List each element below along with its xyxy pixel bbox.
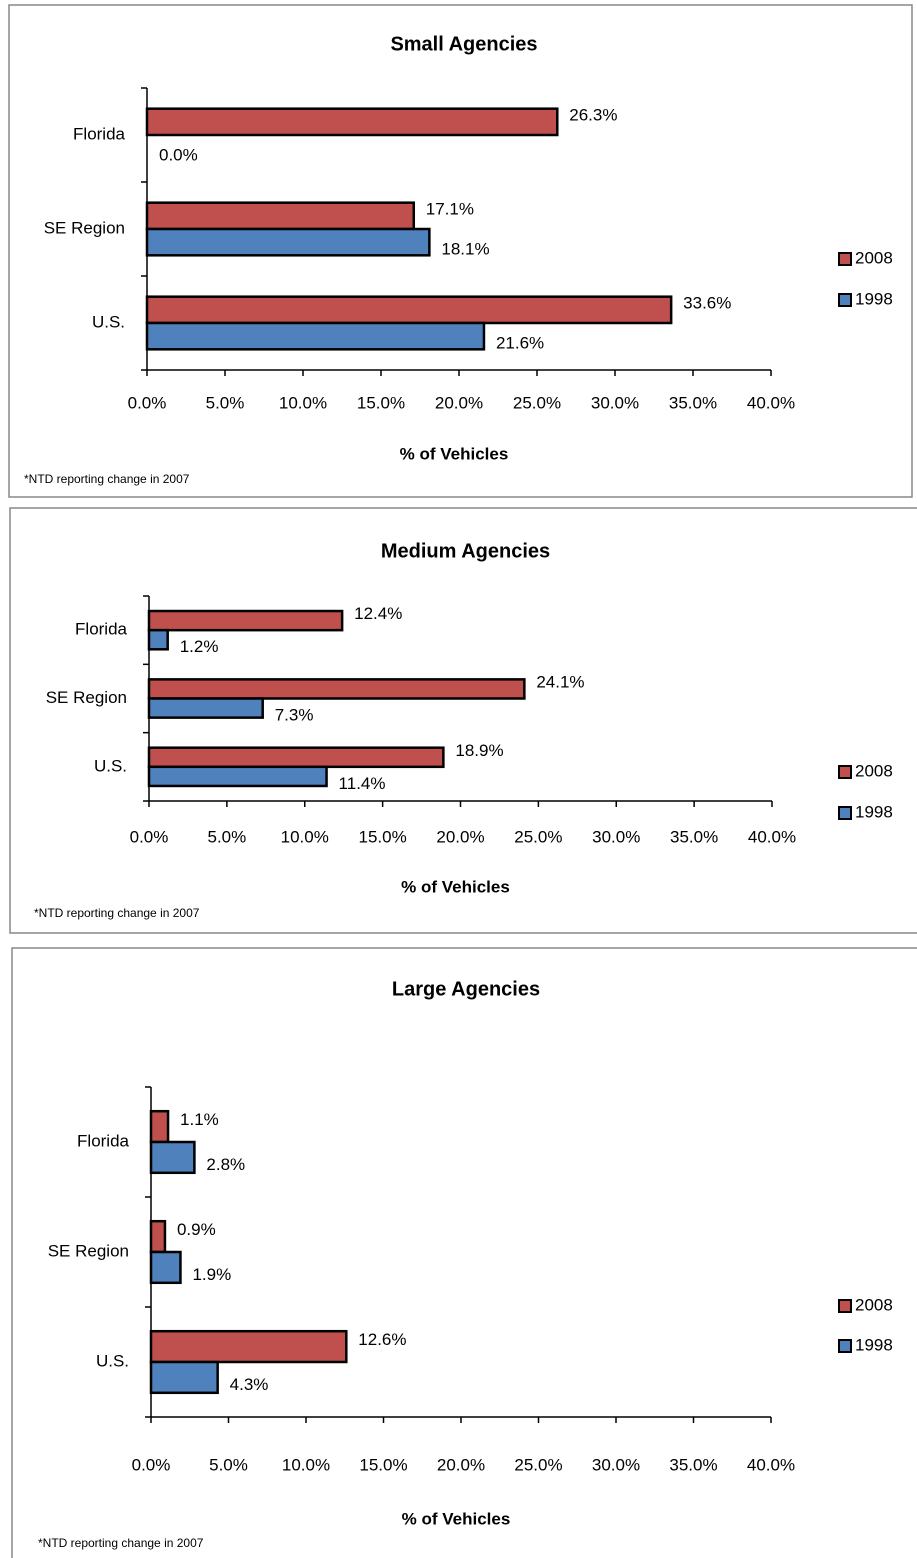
- bar: [149, 1109, 170, 1144]
- x-tick-label: 15.0%: [357, 393, 405, 412]
- data-label: 33.6%: [683, 293, 731, 312]
- y-tick-label: Florida: [73, 124, 126, 143]
- x-tick-label: 10.0%: [279, 393, 327, 412]
- legend-label: 2008: [855, 761, 893, 780]
- bar: [147, 609, 344, 632]
- footnote: *NTD reporting change in 2007: [24, 472, 190, 486]
- legend-swatch: [838, 293, 852, 307]
- x-tick-label: 5.0%: [209, 1455, 248, 1474]
- bar: [147, 678, 526, 700]
- data-label: 1.1%: [180, 1110, 219, 1129]
- x-axis-label: % of Vehicles: [401, 877, 510, 896]
- x-tick-label: 40.0%: [747, 1455, 795, 1474]
- data-label: 1.9%: [192, 1265, 231, 1284]
- legend-label: 1998: [855, 1335, 893, 1354]
- legend-swatch: [838, 765, 852, 779]
- legend-label: 2008: [855, 248, 893, 267]
- x-tick-label: 40.0%: [747, 393, 795, 412]
- data-label: 18.9%: [455, 741, 503, 760]
- x-axis-label: % of Vehicles: [400, 444, 509, 463]
- bar: [145, 201, 416, 231]
- x-tick-label: 15.0%: [359, 827, 407, 846]
- y-tick-label: SE Region: [46, 688, 127, 707]
- bar: [149, 1329, 348, 1364]
- data-label: 1.2%: [180, 637, 219, 656]
- bar: [147, 628, 169, 651]
- x-tick-label: 0.0%: [128, 393, 167, 412]
- bar: [145, 107, 559, 137]
- legend-label: 1998: [855, 289, 893, 308]
- data-label: 2.8%: [206, 1155, 245, 1174]
- legend-swatch: [838, 252, 852, 266]
- chart-frame: [8, 4, 913, 498]
- x-tick-label: 30.0%: [592, 827, 640, 846]
- x-tick-label: 25.0%: [514, 827, 562, 846]
- x-tick-label: 25.0%: [514, 1455, 562, 1474]
- x-tick-label: 5.0%: [206, 393, 245, 412]
- x-tick-label: 10.0%: [282, 1455, 330, 1474]
- y-tick-label: SE Region: [44, 218, 125, 237]
- legend-swatch: [838, 1339, 852, 1353]
- chart-frame: [11, 947, 917, 1558]
- data-label: 12.6%: [358, 1330, 406, 1349]
- x-tick-label: 20.0%: [436, 827, 484, 846]
- y-tick-label: U.S.: [92, 312, 125, 331]
- bar: [149, 1219, 167, 1254]
- y-tick-label: SE Region: [48, 1241, 129, 1260]
- x-tick-label: 15.0%: [359, 1455, 407, 1474]
- chart-title: Large Agencies: [392, 978, 540, 1000]
- bar: [147, 697, 264, 719]
- chart-frame: [9, 507, 917, 934]
- bar: [145, 321, 486, 351]
- x-tick-label: 10.0%: [281, 827, 329, 846]
- x-tick-label: 30.0%: [592, 1455, 640, 1474]
- bar: [147, 746, 445, 769]
- x-tick-label: 35.0%: [670, 827, 718, 846]
- legend-label: 2008: [855, 1295, 893, 1314]
- x-tick-label: 35.0%: [669, 393, 717, 412]
- chart-title: Medium Agencies: [381, 540, 550, 562]
- legend-swatch: [838, 806, 852, 820]
- data-label: 24.1%: [536, 672, 584, 691]
- bar: [149, 1250, 182, 1285]
- x-tick-label: 40.0%: [748, 827, 796, 846]
- x-tick-label: 0.0%: [132, 1455, 171, 1474]
- legend-label: 1998: [855, 802, 893, 821]
- data-label: 7.3%: [275, 706, 314, 725]
- footnote: *NTD reporting change in 2007: [34, 906, 200, 920]
- y-tick-label: U.S.: [96, 1351, 129, 1370]
- footnote: *NTD reporting change in 2007: [38, 1536, 204, 1550]
- data-label: 17.1%: [426, 199, 474, 218]
- bar: [149, 1140, 196, 1175]
- chart-title: Small Agencies: [390, 33, 537, 55]
- x-tick-label: 20.0%: [435, 393, 483, 412]
- data-label: 21.6%: [496, 334, 544, 353]
- data-label: 4.3%: [230, 1375, 269, 1394]
- x-tick-label: 5.0%: [208, 827, 247, 846]
- y-tick-label: Florida: [75, 620, 128, 639]
- bar: [145, 227, 431, 257]
- x-tick-label: 35.0%: [669, 1455, 717, 1474]
- data-label: 0.0%: [159, 146, 198, 165]
- data-label: 0.9%: [177, 1220, 216, 1239]
- x-axis-label: % of Vehicles: [402, 1509, 511, 1528]
- legend-swatch: [838, 1299, 852, 1313]
- bar: [149, 1360, 219, 1395]
- bar: [145, 295, 673, 325]
- y-tick-label: Florida: [77, 1131, 130, 1150]
- data-label: 26.3%: [569, 105, 617, 124]
- x-tick-label: 0.0%: [130, 827, 169, 846]
- bar: [147, 765, 328, 788]
- x-tick-label: 30.0%: [591, 393, 639, 412]
- y-tick-label: U.S.: [94, 756, 127, 775]
- data-label: 18.1%: [441, 240, 489, 259]
- x-tick-label: 25.0%: [513, 393, 561, 412]
- x-tick-label: 20.0%: [437, 1455, 485, 1474]
- data-label: 12.4%: [354, 604, 402, 623]
- data-label: 11.4%: [339, 774, 386, 793]
